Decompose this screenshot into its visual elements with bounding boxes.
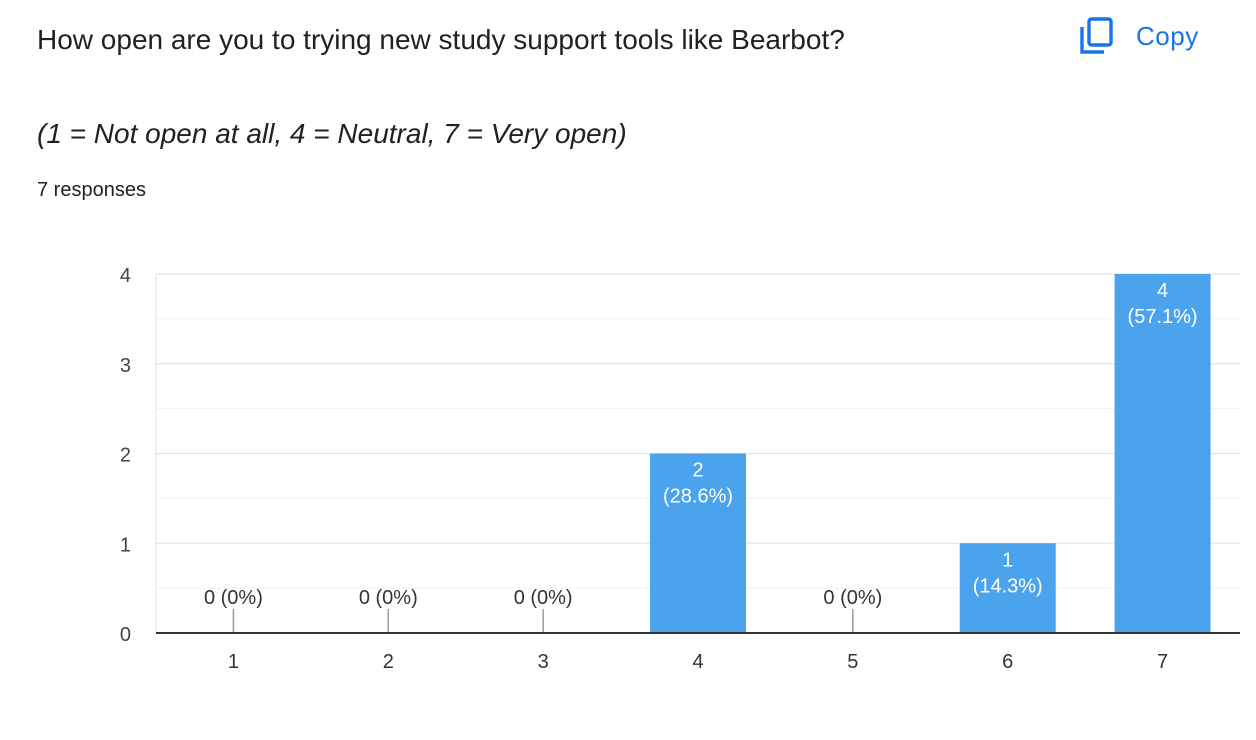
- data-label: 1: [1002, 549, 1013, 571]
- x-tick-label: 1: [228, 651, 239, 673]
- bar: [650, 453, 746, 633]
- response-count: 7 responses: [37, 179, 146, 201]
- bars: [232, 274, 1211, 633]
- copy-icon: [1080, 17, 1113, 54]
- question-title: How open are you to trying new study sup…: [37, 24, 845, 55]
- bar: [1114, 274, 1211, 633]
- bar: [959, 543, 1056, 633]
- data-label: (57.1%): [1128, 306, 1198, 328]
- labels: 0 1 2 3 4 0 (0%) 1 0 (0%) 2 0 (0%) 3 2 (28.6%) 4 0 (0%…: [120, 265, 1198, 673]
- copy-label: Copy: [1136, 20, 1199, 51]
- data-label: (28.6%): [663, 486, 733, 508]
- x-tick-label: 3: [538, 651, 549, 673]
- y-tick-label: 2: [120, 445, 131, 467]
- data-label: 0 (0%): [823, 587, 882, 609]
- y-tick-label: 3: [120, 355, 131, 377]
- data-label: (14.3%): [973, 575, 1043, 597]
- data-label: 4: [1157, 280, 1168, 302]
- y-tick-label: 0: [120, 624, 131, 646]
- x-tick-label: 5: [847, 651, 858, 673]
- x-tick-label: 7: [1157, 651, 1168, 673]
- data-label: 0 (0%): [514, 587, 573, 609]
- data-label: 0 (0%): [204, 587, 263, 609]
- x-tick-label: 2: [383, 651, 394, 673]
- y-tick-label: 1: [120, 534, 131, 556]
- x-tick-label: 6: [1002, 651, 1013, 673]
- question-subtitle: (1 = Not open at all, 4 = Neutral, 7 = V…: [37, 118, 627, 149]
- x-tick-label: 4: [692, 651, 703, 673]
- copy-button[interactable]: Copy: [1072, 12, 1220, 60]
- data-label: 0 (0%): [359, 587, 418, 609]
- y-tick-label: 4: [120, 265, 131, 287]
- data-label: 2: [692, 460, 703, 482]
